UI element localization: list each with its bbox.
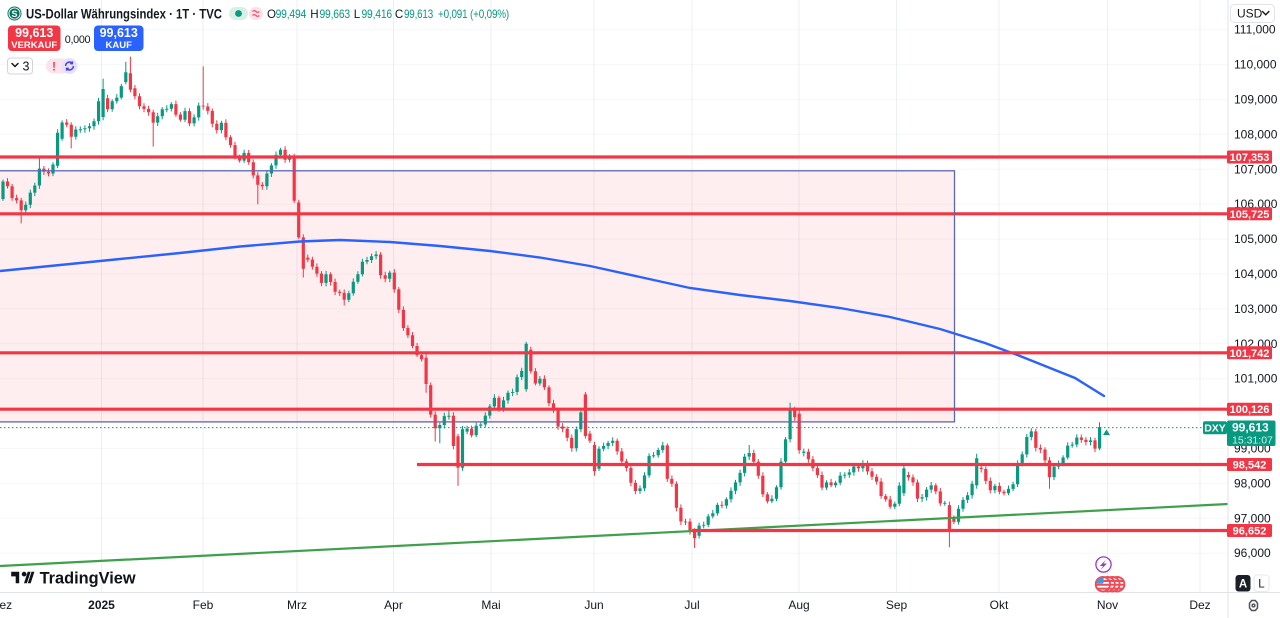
- svg-text:0,000: 0,000: [65, 34, 91, 46]
- svg-text:107,353: 107,353: [1230, 152, 1270, 164]
- svg-text:Mrz: Mrz: [287, 598, 307, 612]
- svg-text:H: H: [310, 8, 318, 21]
- svg-text:98,542: 98,542: [1233, 460, 1267, 472]
- svg-text:99,613: 99,613: [1232, 421, 1269, 435]
- svg-text:15:31:07: 15:31:07: [1232, 435, 1273, 447]
- svg-text:104,000: 104,000: [1234, 267, 1278, 281]
- svg-text:Mai: Mai: [481, 598, 500, 612]
- svg-text:Okt: Okt: [990, 598, 1009, 612]
- svg-text:Sep: Sep: [886, 598, 908, 612]
- svg-text:A: A: [1239, 579, 1247, 591]
- svg-text:L: L: [354, 8, 361, 21]
- svg-text:USD: USD: [1237, 7, 1263, 21]
- svg-text:!: !: [52, 62, 56, 74]
- svg-text:Nov: Nov: [1097, 598, 1118, 612]
- svg-text:99,494: 99,494: [276, 8, 307, 21]
- svg-text:101,000: 101,000: [1234, 372, 1278, 386]
- svg-text:DXY: DXY: [1204, 422, 1226, 434]
- svg-text:109,000: 109,000: [1234, 93, 1278, 107]
- svg-text:US-Dollar Währungsindex · 1T ·: US-Dollar Währungsindex · 1T · TVC: [26, 6, 222, 22]
- svg-text:96,652: 96,652: [1233, 526, 1267, 538]
- svg-text:Aug: Aug: [788, 598, 809, 612]
- svg-text:O: O: [267, 8, 276, 21]
- svg-text:99,613: 99,613: [15, 26, 53, 40]
- svg-text:Jun: Jun: [584, 598, 603, 612]
- svg-text:S: S: [11, 9, 17, 19]
- svg-text:98,000: 98,000: [1234, 476, 1271, 490]
- svg-text:TradingView: TradingView: [40, 569, 137, 588]
- svg-text:2025: 2025: [88, 598, 115, 612]
- svg-text:99,416: 99,416: [362, 8, 393, 21]
- svg-text:99,613: 99,613: [404, 8, 433, 21]
- svg-text:99,613: 99,613: [100, 26, 138, 40]
- svg-text:C: C: [395, 8, 403, 21]
- svg-text:+0,091 (+0,09%): +0,091 (+0,09%): [438, 8, 509, 21]
- svg-text:99,663: 99,663: [320, 8, 351, 21]
- svg-text:Apr: Apr: [384, 598, 403, 612]
- svg-text:3: 3: [23, 60, 30, 74]
- svg-text:VERKAUF: VERKAUF: [11, 40, 57, 51]
- svg-text:103,000: 103,000: [1234, 302, 1278, 316]
- svg-text:101,742: 101,742: [1230, 348, 1270, 360]
- svg-text:110,000: 110,000: [1234, 58, 1277, 72]
- svg-text:107,000: 107,000: [1234, 162, 1278, 176]
- svg-text:100,126: 100,126: [1230, 404, 1270, 416]
- svg-text:Dez: Dez: [1189, 598, 1210, 612]
- svg-text:KAUF: KAUF: [106, 40, 133, 51]
- svg-text:105,000: 105,000: [1234, 232, 1278, 246]
- svg-text:97,000: 97,000: [1234, 511, 1271, 525]
- svg-text:108,000: 108,000: [1234, 127, 1278, 141]
- svg-text:L: L: [1258, 579, 1265, 591]
- svg-text:111,000: 111,000: [1234, 23, 1276, 37]
- svg-text:96,000: 96,000: [1234, 546, 1271, 560]
- svg-text:Dez: Dez: [0, 598, 12, 612]
- svg-text:Jul: Jul: [684, 598, 699, 612]
- svg-text:105,725: 105,725: [1230, 209, 1270, 221]
- svg-text:Feb: Feb: [193, 598, 214, 612]
